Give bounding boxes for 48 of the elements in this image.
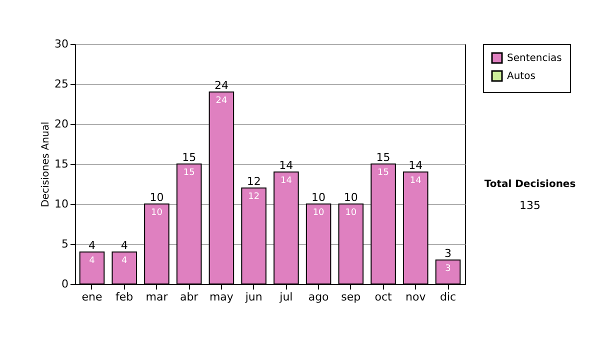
total-label: 15 [376,151,390,164]
x-tick-label: abr [180,290,199,304]
total-label: 15 [182,151,196,164]
legend-label: Autos [507,71,536,82]
data-label: 4 [89,256,96,266]
data-label: 24 [216,96,228,106]
total-label: 12 [246,175,261,188]
x-tick-label: may [209,290,234,304]
data-label: 10 [312,208,325,218]
data-label: 14 [280,176,292,186]
data-label: 15 [183,168,195,178]
total-label: 10 [344,191,358,204]
y-tick-label: 5 [62,238,68,250]
y-tick-label: 0 [62,278,68,290]
total-label: 10 [312,191,326,204]
x-tick-label: nov [406,290,426,304]
data-label: 12 [248,192,260,202]
y-tick-label: 30 [54,38,68,50]
text: 135 [520,199,540,212]
x-tick-label: ago [308,290,330,304]
x-tick-label: mar [146,290,168,304]
data-label: 15 [378,168,390,178]
y-axis-title: Decisiones Anual [40,122,52,208]
x-tick-label: ene [82,290,102,304]
y-tick-label: 25 [54,78,68,90]
data-label: 4 [121,256,128,266]
total-label: 4 [120,239,128,252]
y-tick-label: 20 [54,118,68,130]
x-tick-label: jul [278,290,293,304]
legend-label: Sentencias [507,53,562,64]
total-label: 3 [444,247,452,260]
data-label: 14 [410,176,422,186]
data-label: 3 [445,264,451,274]
x-tick-label: jun [244,290,262,304]
total-label: 24 [214,79,228,92]
x-tick-label: sep [341,290,361,304]
total-label: 4 [88,239,96,252]
x-tick-label: oct [374,290,393,304]
total-label: 10 [150,191,164,204]
y-tick-label: 10 [54,198,68,210]
x-tick-label: feb [116,290,134,304]
y-tick-label: 15 [54,158,68,170]
data-label: 10 [150,208,163,218]
total-label: 14 [279,159,294,172]
x-tick-label: dic [440,290,456,304]
text: Total Decisiones [484,179,576,190]
total-label: 14 [408,159,423,172]
data-label: 10 [345,208,357,218]
